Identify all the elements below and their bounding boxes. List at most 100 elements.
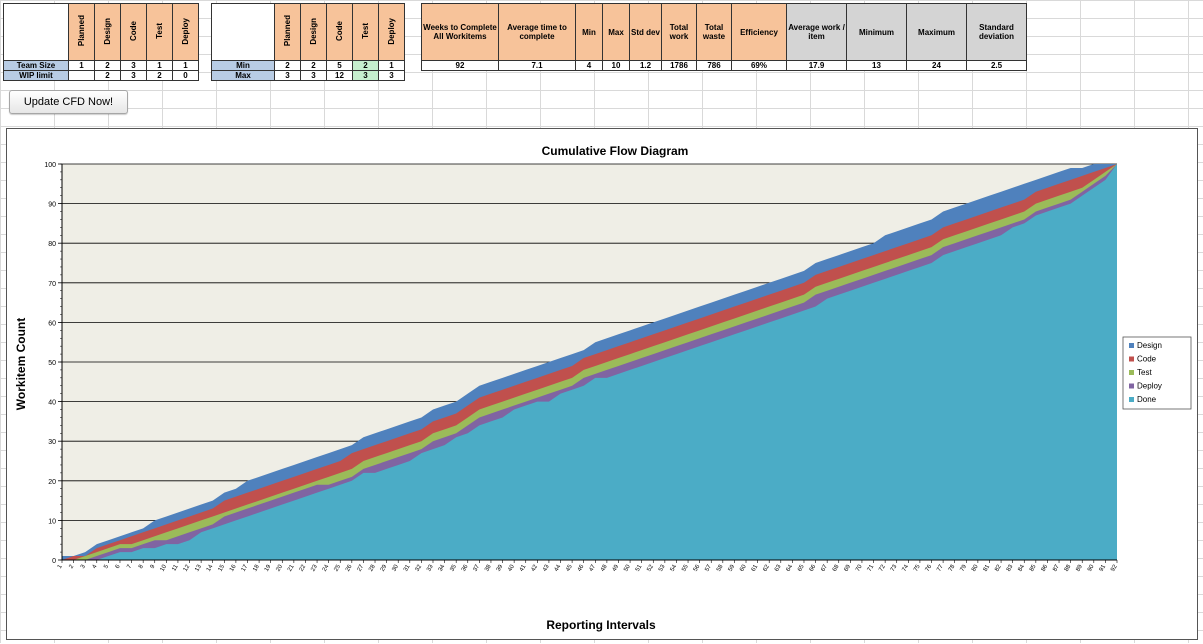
stat-header: Minimum — [846, 3, 907, 61]
cell[interactable]: 3 — [120, 60, 147, 71]
legend-swatch-done — [1129, 397, 1134, 402]
row-label-wip-limit: WIP limit — [3, 70, 69, 81]
x-tick-label: 38 — [484, 563, 493, 572]
cell-highlight[interactable]: 3 — [352, 70, 379, 81]
x-tick-label: 26 — [345, 563, 354, 572]
x-tick-label: 19 — [264, 563, 273, 572]
header-design: Design — [94, 3, 121, 61]
cell[interactable]: 2 — [300, 60, 327, 71]
header-code: Code — [120, 3, 147, 61]
legend-label-done: Done — [1137, 395, 1157, 404]
stat-value: 786 — [696, 60, 732, 71]
legend-swatch-code — [1129, 356, 1134, 362]
cell[interactable]: 3 — [274, 70, 301, 81]
x-tick-label: 59 — [728, 563, 737, 572]
x-tick-label: 20 — [275, 563, 284, 572]
y-axis-label: Workitem Count — [14, 318, 28, 410]
stat-value: 2.5 — [966, 60, 1027, 71]
x-tick-label: 70 — [855, 563, 864, 572]
stat-value: 1.2 — [629, 60, 662, 71]
cell[interactable]: 3 — [120, 70, 147, 81]
cumulative-flow-chart: Cumulative Flow Diagram Reporting Interv… — [14, 144, 1192, 632]
x-tick-label: 44 — [554, 563, 563, 572]
stat-value: 69% — [731, 60, 787, 71]
x-tick-label: 37 — [473, 563, 482, 572]
x-tick-label: 87 — [1052, 563, 1061, 572]
cell[interactable]: 2 — [146, 70, 173, 81]
x-tick-label: 16 — [229, 563, 238, 572]
corner-cell — [3, 3, 69, 61]
x-tick-label: 79 — [959, 563, 968, 572]
stat-value: 10 — [602, 60, 630, 71]
stat-value: 7.1 — [498, 60, 576, 71]
x-tick-label: 92 — [1110, 563, 1119, 572]
x-tick-label: 72 — [878, 563, 887, 572]
y-tick-label: 50 — [48, 360, 56, 367]
x-tick-label: 47 — [588, 563, 597, 572]
x-tick-label: 77 — [936, 563, 945, 572]
cell[interactable]: 2 — [94, 60, 121, 71]
stat-header: Total waste — [696, 3, 732, 61]
x-tick-label: 36 — [461, 563, 470, 572]
x-tick-label: 33 — [426, 563, 435, 572]
cell[interactable]: 1 — [172, 60, 199, 71]
legend-label-test: Test — [1137, 368, 1152, 377]
x-tick-label: 27 — [357, 563, 366, 572]
x-tick-label: 57 — [704, 563, 713, 572]
x-tick-label: 81 — [983, 563, 992, 572]
x-tick-label: 65 — [797, 563, 806, 572]
x-tick-label: 54 — [670, 563, 679, 572]
x-tick-label: 76 — [925, 563, 934, 572]
legend: Design Code Test Deploy Done — [1122, 336, 1192, 410]
cell[interactable]: 3 — [378, 70, 405, 81]
x-tick-label: 17 — [241, 563, 250, 572]
legend-swatch-deploy — [1129, 383, 1134, 389]
x-tick-label: 46 — [577, 563, 586, 572]
cell-highlight[interactable]: 2 — [352, 60, 379, 71]
x-tick-label: 25 — [333, 563, 342, 572]
cell[interactable]: 1 — [146, 60, 173, 71]
x-tick-label: 29 — [380, 563, 389, 572]
cell[interactable]: 1 — [378, 60, 405, 71]
x-tick-label: 35 — [449, 563, 458, 572]
x-tick-label: 10 — [160, 563, 169, 572]
x-tick-label: 22 — [299, 563, 308, 572]
legend-label-deploy: Deploy — [1137, 382, 1162, 391]
area-done — [62, 164, 1117, 560]
x-tick-label: 55 — [681, 563, 690, 572]
cell[interactable]: 2 — [94, 70, 121, 81]
update-cfd-button[interactable]: Update CFD Now! — [9, 90, 128, 114]
y-tick-label: 60 — [48, 320, 56, 327]
legend-swatch-test — [1129, 370, 1134, 375]
x-tick-label: 85 — [1029, 563, 1038, 572]
x-tick-label: 39 — [496, 563, 505, 572]
x-tick-label: 88 — [1064, 563, 1073, 572]
x-tick-label: 21 — [287, 563, 296, 572]
x-tick-label: 14 — [206, 563, 215, 572]
x-tick-label: 74 — [902, 563, 911, 572]
cell[interactable]: 2 — [274, 60, 301, 71]
header-test: Test — [352, 3, 379, 61]
header-deploy: Deploy — [172, 3, 199, 61]
x-tick-label: 11 — [171, 563, 180, 572]
cell[interactable]: 1 — [68, 60, 95, 71]
cell[interactable]: 3 — [300, 70, 327, 81]
stat-value: 17.9 — [786, 60, 847, 71]
x-tick-label: 75 — [913, 563, 922, 572]
x-tick-label: 48 — [600, 563, 609, 572]
cell[interactable]: 0 — [172, 70, 199, 81]
y-tick-label: 80 — [48, 241, 56, 248]
row-label-team-size: Team Size — [3, 60, 69, 71]
x-tick-label: 8 — [138, 563, 145, 569]
x-tick-label: 68 — [832, 563, 841, 572]
x-tick-label: 66 — [809, 563, 818, 572]
y-tick-label: 70 — [48, 281, 56, 288]
x-tick-label: 43 — [542, 563, 551, 572]
x-tick-label: 62 — [762, 563, 771, 572]
x-tick-label: 64 — [786, 563, 795, 572]
cell[interactable]: 12 — [326, 70, 353, 81]
cell[interactable] — [68, 70, 95, 81]
stat-header: Average work / item — [786, 3, 847, 61]
cell[interactable]: 5 — [326, 60, 353, 71]
x-tick-label: 51 — [635, 563, 644, 572]
